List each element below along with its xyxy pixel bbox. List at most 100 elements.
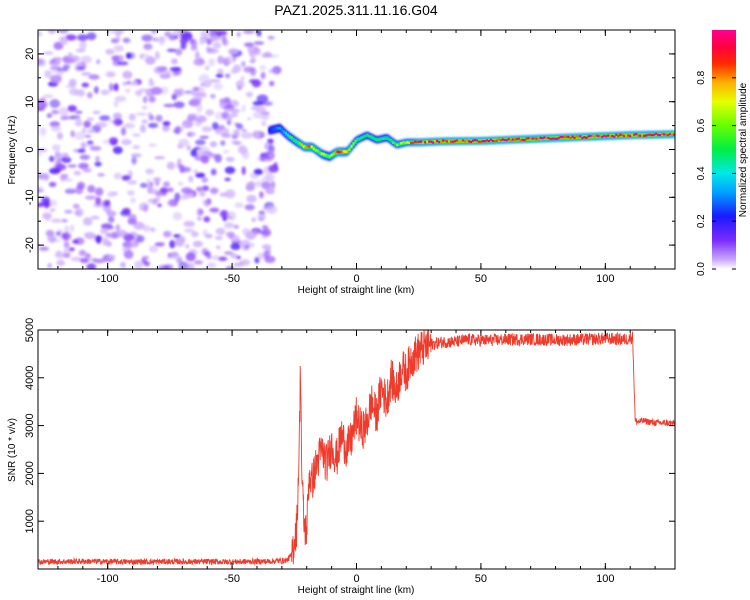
noise-blob	[84, 143, 95, 147]
noise-blob	[260, 71, 266, 80]
noise-blob	[209, 79, 221, 83]
signal-track-cell	[450, 140, 453, 143]
noise-blob	[249, 59, 256, 64]
noise-blob	[199, 135, 210, 139]
noise-blob	[95, 155, 100, 163]
signal-track-cell	[308, 145, 311, 148]
noise-blob	[50, 74, 62, 84]
noise-blob	[65, 34, 77, 41]
noise-blob	[241, 129, 247, 132]
signal-track-cell	[672, 133, 675, 136]
signal-track-cell	[406, 141, 409, 144]
noise-blob	[50, 59, 56, 63]
noise-blob	[47, 263, 52, 269]
noise-blob	[195, 186, 204, 192]
noise-blob	[246, 117, 252, 121]
signal-track-cell	[613, 135, 616, 138]
signal-track-cell	[535, 137, 538, 140]
signal-track-cell	[274, 126, 277, 130]
noise-blob	[79, 257, 89, 264]
noise-blob	[141, 105, 148, 110]
noise-blob	[160, 187, 169, 194]
signal-track-cell	[485, 139, 488, 142]
signal-track-cell	[653, 133, 656, 136]
signal-track-cell	[280, 129, 283, 133]
noise-blob	[62, 248, 72, 255]
signal-track-cell	[659, 134, 662, 137]
noise-blob	[174, 125, 182, 135]
noise-blob	[129, 81, 139, 86]
noise-blob	[88, 74, 100, 80]
noise-blob	[261, 225, 269, 229]
noise-blob	[184, 228, 195, 233]
spectrogram-noise-cloud	[38, 30, 282, 269]
noise-blob	[129, 241, 138, 248]
noise-blob	[135, 90, 143, 97]
noise-blob	[99, 115, 111, 121]
y-tick-label: -10	[24, 189, 36, 205]
signal-track-cell	[284, 131, 287, 135]
noise-blob	[194, 51, 200, 60]
signal-track-cell	[404, 142, 407, 145]
noise-blob	[234, 202, 244, 208]
noise-blob	[217, 68, 224, 76]
noise-blob	[200, 82, 205, 87]
y-tick-label: -20	[24, 237, 36, 253]
x-tick-label: -50	[224, 573, 240, 585]
signal-track-cell	[543, 136, 546, 139]
colorbar-ticks: 0.0 0.2 0.4 0.6 0.8	[696, 70, 736, 276]
noise-blob	[258, 210, 266, 216]
noise-blob	[221, 111, 230, 119]
noise-blob	[183, 220, 196, 227]
noise-blob	[78, 249, 87, 256]
noise-blob	[203, 216, 211, 223]
noise-blob	[39, 127, 47, 136]
noise-blob	[171, 58, 178, 65]
noise-blob	[113, 45, 124, 52]
noise-blob	[210, 93, 216, 99]
noise-blob	[225, 55, 236, 64]
noise-blob	[70, 224, 75, 232]
noise-blob	[92, 110, 101, 115]
noise-blob	[68, 78, 77, 88]
noise-blob	[243, 42, 254, 47]
noise-blob	[49, 155, 55, 162]
noise-blob	[224, 166, 236, 174]
spectrogram-x-axis-label: Height of straight line (km)	[298, 285, 415, 296]
signal-track-cell	[461, 139, 465, 142]
noise-blob	[252, 101, 264, 106]
noise-blob	[82, 168, 92, 173]
noise-blob	[122, 81, 129, 86]
noise-blob	[260, 111, 271, 116]
signal-track-cell	[661, 132, 664, 135]
noise-blob	[226, 231, 235, 238]
signal-track-cell	[360, 137, 363, 140]
noise-blob	[41, 196, 51, 205]
noise-blob	[64, 242, 70, 249]
signal-track-cell	[469, 140, 473, 143]
noise-blob	[79, 40, 87, 50]
spectrogram-x-ticks: -100 -50 0 50 100	[57, 30, 656, 285]
noise-blob	[240, 61, 246, 67]
signal-track-cell	[609, 135, 612, 138]
signal-track-cell	[541, 137, 544, 140]
signal-track-cell	[446, 140, 449, 143]
signal-track-cell	[525, 137, 528, 140]
noise-blob	[173, 101, 185, 109]
noise-blob	[173, 234, 180, 238]
noise-blob	[113, 100, 119, 108]
snr-panel: -100 -50 0 50 100 1000 2000 3000 4000 5000 Heigh…	[7, 318, 676, 596]
noise-blob	[170, 251, 180, 260]
noise-blob	[107, 254, 116, 259]
noise-blob	[64, 178, 73, 182]
signal-track-cell	[631, 133, 634, 136]
chart-title: PAZ1.2025.311.11.16.G04	[274, 2, 438, 18]
noise-blob	[227, 115, 233, 121]
signal-track-cell	[414, 140, 417, 143]
noise-blob	[269, 80, 275, 87]
noise-blob	[74, 131, 86, 141]
noise-blob	[53, 41, 64, 50]
noise-blob	[239, 259, 251, 266]
noise-blob	[250, 67, 257, 77]
